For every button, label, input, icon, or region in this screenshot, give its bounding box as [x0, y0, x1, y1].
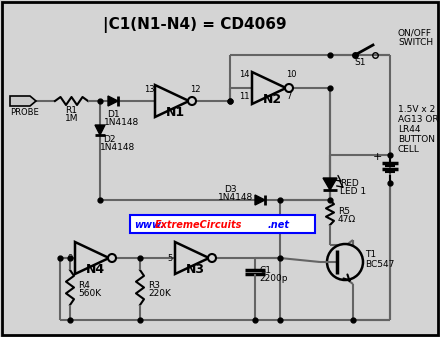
Circle shape	[208, 254, 216, 262]
Text: D2: D2	[103, 135, 116, 144]
Circle shape	[188, 97, 196, 105]
Text: RED: RED	[340, 179, 359, 188]
Text: .net: .net	[268, 220, 290, 230]
Text: LR44: LR44	[398, 125, 421, 134]
Text: N4: N4	[85, 263, 105, 276]
Text: BC547: BC547	[365, 260, 394, 269]
Circle shape	[108, 254, 116, 262]
Circle shape	[327, 244, 363, 280]
Polygon shape	[175, 242, 209, 274]
Text: R5: R5	[338, 207, 350, 215]
Text: T1: T1	[365, 250, 376, 259]
Text: SWITCH: SWITCH	[398, 38, 433, 47]
Text: 9: 9	[68, 254, 73, 263]
Polygon shape	[323, 178, 337, 190]
Text: |C1(N1-N4) = CD4069: |C1(N1-N4) = CD4069	[103, 17, 287, 33]
Text: C1: C1	[259, 266, 271, 275]
Polygon shape	[255, 195, 265, 205]
Text: R1: R1	[66, 106, 77, 115]
Text: 8: 8	[110, 254, 115, 263]
Text: 13: 13	[144, 85, 155, 94]
Text: CELL: CELL	[398, 145, 420, 154]
Text: 1M: 1M	[65, 114, 78, 123]
Text: 7: 7	[286, 92, 291, 101]
Text: ON/OFF: ON/OFF	[398, 28, 432, 37]
Text: 5: 5	[168, 254, 173, 263]
Polygon shape	[75, 242, 109, 274]
Bar	[130, 215, 315, 233]
Text: D3: D3	[224, 185, 236, 194]
Polygon shape	[252, 72, 286, 104]
Text: +: +	[373, 152, 382, 162]
Text: S1: S1	[354, 58, 366, 67]
Text: 2200p: 2200p	[259, 274, 287, 283]
Text: D1: D1	[107, 110, 120, 119]
Text: R4: R4	[78, 281, 90, 290]
Text: 1.5V x 2: 1.5V x 2	[398, 105, 435, 114]
Text: 10: 10	[286, 70, 297, 79]
Text: 1N4148: 1N4148	[218, 193, 253, 202]
Text: N1: N1	[165, 106, 184, 119]
Polygon shape	[155, 85, 189, 117]
Text: N2: N2	[262, 93, 282, 106]
Text: LED 1: LED 1	[340, 187, 366, 196]
Text: R3: R3	[148, 281, 160, 290]
Text: 14: 14	[239, 70, 250, 79]
Text: BUTTON: BUTTON	[398, 135, 435, 144]
Circle shape	[285, 84, 293, 92]
Text: 560K: 560K	[78, 289, 101, 299]
Text: 6: 6	[210, 254, 215, 263]
Text: 12: 12	[190, 85, 201, 94]
Text: AG13 OR: AG13 OR	[398, 115, 439, 124]
Text: www.: www.	[134, 220, 164, 230]
Text: 47Ω: 47Ω	[338, 214, 356, 223]
Text: PROBE: PROBE	[10, 108, 39, 117]
Polygon shape	[108, 96, 118, 106]
Polygon shape	[10, 96, 36, 106]
Text: 1N4148: 1N4148	[104, 118, 139, 127]
Text: 11: 11	[239, 92, 250, 101]
Text: 1N4148: 1N4148	[100, 143, 135, 152]
Text: ExtremeCircuits: ExtremeCircuits	[155, 220, 242, 230]
Text: 220K: 220K	[148, 289, 171, 299]
Text: N3: N3	[186, 263, 205, 276]
Polygon shape	[95, 125, 105, 135]
